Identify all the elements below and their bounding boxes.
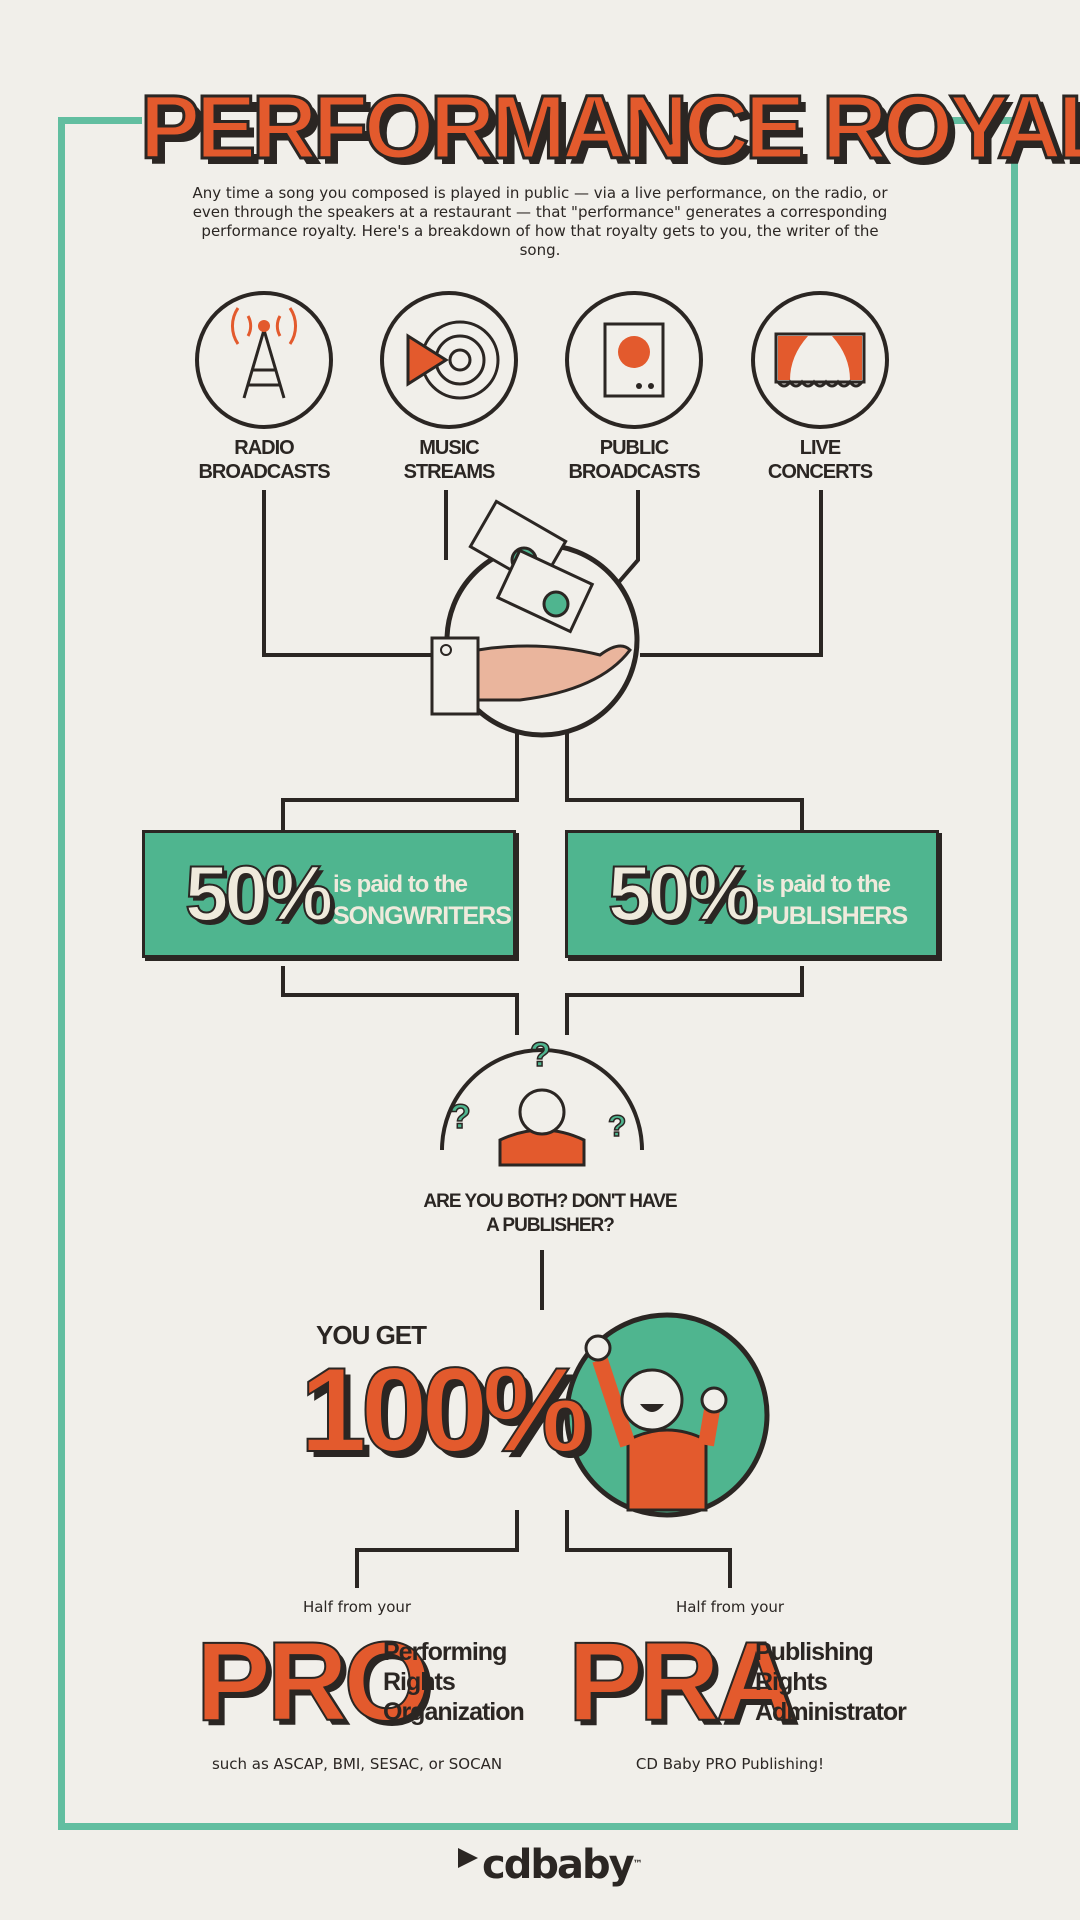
svg-text:?: ? xyxy=(608,1110,626,1143)
publishers-percent: 50% xyxy=(607,849,757,937)
frame-top-right xyxy=(938,117,1018,124)
pro-half-label: Half from your xyxy=(302,1598,412,1616)
pra-note: CD Baby PRO Publishing! xyxy=(635,1755,825,1773)
pro-note: such as ASCAP, BMI, SESAC, or SOCAN xyxy=(211,1755,503,1773)
radio-tower-icon xyxy=(195,291,333,429)
confused-person-icon: ? ? ? xyxy=(440,1035,644,1167)
frame-top-left xyxy=(58,117,142,124)
frame-bottom xyxy=(58,1823,1018,1830)
songwriters-percent: 50% xyxy=(184,849,334,937)
cdbaby-logo-mark xyxy=(458,1848,478,1868)
svg-text:?: ? xyxy=(530,1036,551,1074)
source-label-public: PUBLIC BROADCASTS xyxy=(568,437,700,483)
celebrating-person-icon xyxy=(564,1312,770,1518)
frame-right xyxy=(1011,117,1018,1830)
logo-text: cdbaby xyxy=(482,1842,635,1888)
page-title: PERFORMANCE ROYALTIES xyxy=(139,77,1080,180)
pro-acronym: PRO xyxy=(195,1619,432,1744)
publishers-line1: is paid to the xyxy=(756,871,891,898)
publishers-line2: PUBLISHERS xyxy=(756,902,908,930)
publishers-share-box: 50% is paid to the PUBLISHERS xyxy=(565,830,939,958)
play-stream-icon xyxy=(380,291,518,429)
cdbaby-logo[interactable]: cdbaby™ xyxy=(458,1840,643,1890)
pra-half-label: Half from your xyxy=(675,1598,785,1616)
songwriters-line2: SONGWRITERS xyxy=(333,902,512,930)
trademark-mark: ™ xyxy=(632,1859,643,1870)
money-hand-icon xyxy=(430,499,640,738)
songwriters-line1: is paid to the xyxy=(333,871,468,898)
question-text: ARE YOU BOTH? DON'T HAVE A PUBLISHER? xyxy=(423,1191,677,1236)
frame-left xyxy=(58,117,65,1830)
svg-text:?: ? xyxy=(450,1098,471,1136)
songwriters-share-box: 50% is paid to the SONGWRITERS xyxy=(142,830,516,958)
pro-description: Performing Rights Organization xyxy=(383,1638,525,1726)
source-label-streams: MUSIC STREAMS xyxy=(403,437,496,483)
source-label-live: LIVE CONCERTS xyxy=(767,437,873,483)
source-label-radio: RADIO BROADCASTS xyxy=(198,437,330,483)
intro-text: Any time a song you composed is played i… xyxy=(192,184,888,259)
speaker-icon xyxy=(565,291,703,429)
stage-curtain-icon xyxy=(751,291,889,429)
pra-description: Publishing Rights Administrator xyxy=(755,1638,907,1726)
pra-acronym: PRA xyxy=(567,1619,797,1744)
hundred-percent: 100% xyxy=(299,1343,590,1477)
you-get-label: YOU GET xyxy=(316,1320,427,1350)
